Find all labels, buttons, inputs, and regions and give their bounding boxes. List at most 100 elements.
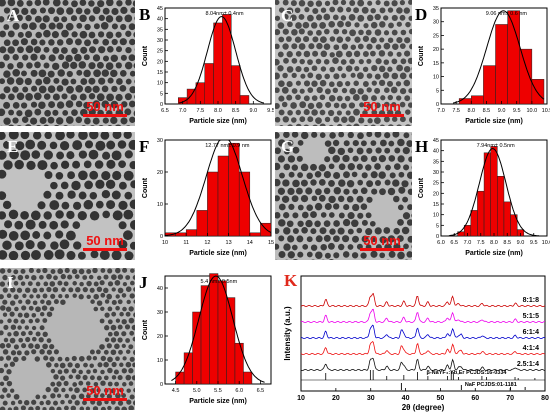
y-axis-title: Count xyxy=(418,177,425,198)
y-tick-label: 0 xyxy=(436,234,439,240)
panel-label-d: D xyxy=(415,6,427,23)
histogram-bar xyxy=(187,89,196,104)
y-tick-label: 20 xyxy=(157,59,163,65)
x-tick-label: 8.0 xyxy=(467,108,475,114)
series-label: 5:1:5 xyxy=(523,313,539,320)
y-tick-label: 15 xyxy=(433,202,439,208)
y-tick-label: 10 xyxy=(157,81,163,87)
x-tick-label: 10 xyxy=(162,240,168,246)
panel-label-b: B xyxy=(139,6,150,23)
panel-label-j: J xyxy=(139,274,148,291)
x-tick-label: 7.0 xyxy=(437,108,445,114)
histogram-bar xyxy=(214,23,223,104)
x-tick-label: 7.0 xyxy=(179,108,187,114)
x-tick-label: 6.5 xyxy=(450,240,458,246)
x-tick-label: 8.5 xyxy=(483,108,491,114)
x-tick-label: 9.5 xyxy=(267,108,274,114)
fit-annotation: 8.04nm± 0.4nm xyxy=(205,11,244,17)
y-axis-title: Count xyxy=(142,177,149,198)
x-tick-label: 5.0 xyxy=(193,388,201,394)
x-tick-label: 9.5 xyxy=(530,240,538,246)
tem-image-g: 50 nm G xyxy=(275,132,412,260)
plot-frame xyxy=(301,276,545,391)
scale-bar-label: 50 nm xyxy=(86,233,124,248)
y-tick-label: 35 xyxy=(433,159,439,165)
histogram-bar xyxy=(243,372,251,384)
histogram-bar xyxy=(477,191,484,236)
y-tick-label: 20 xyxy=(157,170,163,176)
y-axis-title: Count xyxy=(418,45,425,66)
y-tick-label: 35 xyxy=(433,6,439,12)
y-tick-label: 10 xyxy=(157,202,163,208)
histogram-bar xyxy=(207,172,218,236)
y-tick-label: 30 xyxy=(433,170,439,176)
x-tick-label: 20 xyxy=(332,395,340,402)
y-tick-label: 35 xyxy=(157,27,163,33)
x-tick-label: 7.5 xyxy=(452,108,460,114)
x-tick-label: 7.5 xyxy=(477,240,485,246)
x-tick-label: 14 xyxy=(247,240,253,246)
y-tick-label: 10 xyxy=(157,358,163,364)
y-axis-title: Intensity (a.u.) xyxy=(283,306,292,361)
scale-bar-label: 50 nm xyxy=(86,99,124,114)
histogram-bar xyxy=(229,143,240,236)
scale-bar-label: 50 nm xyxy=(363,99,401,114)
x-tick-label: 7.0 xyxy=(464,240,472,246)
reference-label-naf: NaF PCJDS:01-1181 xyxy=(465,382,517,388)
panel-label-h: H xyxy=(415,138,428,155)
histogram-bar xyxy=(240,95,249,104)
x-tick-label: 6.0 xyxy=(437,240,445,246)
histogram-bar xyxy=(197,210,208,236)
scale-bar xyxy=(360,114,404,117)
series-label: 8:1:8 xyxy=(523,297,539,304)
y-tick-label: 0 xyxy=(160,382,163,388)
x-tick-label: 10 xyxy=(297,395,305,402)
histogram-bar xyxy=(218,281,226,384)
y-tick-label: 25 xyxy=(433,33,439,39)
histogram-bar xyxy=(520,49,532,104)
x-tick-label: 6.5 xyxy=(257,388,265,394)
panel-label-g: G xyxy=(281,138,294,155)
y-tick-label: 0 xyxy=(436,102,439,108)
y-axis-title: Count xyxy=(142,45,149,66)
y-tick-label: 25 xyxy=(433,181,439,187)
scale-bar xyxy=(83,398,127,401)
histogram-bar xyxy=(491,146,498,236)
y-tick-label: 20 xyxy=(433,191,439,197)
y-tick-label: 30 xyxy=(157,310,163,316)
scale-bar xyxy=(83,114,127,117)
histogram-bar xyxy=(508,11,520,104)
histogram-bar xyxy=(218,156,229,236)
histogram-bar xyxy=(483,66,495,104)
y-tick-label: 40 xyxy=(157,17,163,23)
x-tick-label: 60 xyxy=(471,395,479,402)
histogram-bar xyxy=(532,79,544,104)
panel-label-c: C xyxy=(281,7,293,24)
histogram-bar xyxy=(176,372,184,384)
histogram-bar xyxy=(210,274,218,384)
y-axis-title: Count xyxy=(142,319,149,340)
fit-annotation: 9.06 nm± 0.6 nm xyxy=(486,11,528,17)
y-tick-label: 15 xyxy=(157,70,163,76)
panel-label-k: K xyxy=(284,272,297,289)
y-tick-label: 30 xyxy=(157,38,163,44)
x-axis-title: 2θ (degree) xyxy=(402,403,445,412)
histogram-bar xyxy=(471,96,483,104)
histogram-bar xyxy=(222,14,231,104)
y-tick-label: 40 xyxy=(433,149,439,155)
y-tick-label: 5 xyxy=(160,91,163,97)
tem-image-a: 50 nm A xyxy=(0,0,135,126)
reference-label-beta: β-NaYF₄:Yb,Er PCJDS:16-0334 xyxy=(426,370,507,376)
histogram-bar xyxy=(193,312,201,384)
tem-image-e: 50 nm E xyxy=(0,132,135,260)
series-label: 4:1:4 xyxy=(523,345,539,352)
tem-image-i: 50 nm I xyxy=(0,268,135,410)
scale-bar-label: 50 nm xyxy=(363,233,401,248)
x-tick-label: 9.5 xyxy=(513,108,521,114)
x-axis-title: Particle size (nm) xyxy=(189,398,247,405)
x-tick-label: 30 xyxy=(367,395,375,402)
histogram-bar xyxy=(186,230,197,236)
